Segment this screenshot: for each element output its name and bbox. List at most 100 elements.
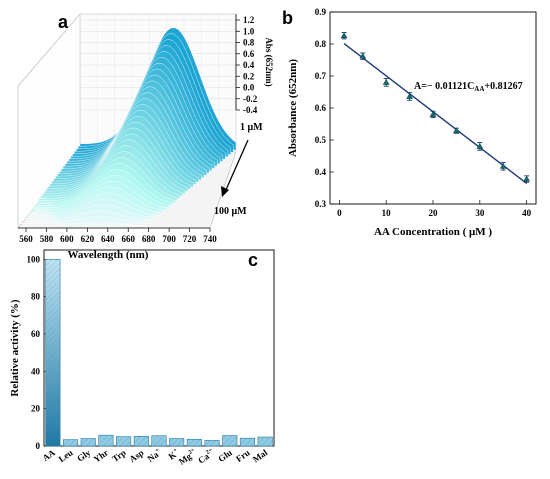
spectra-curves (18, 27, 237, 227)
activity-tick-label: 80 (31, 292, 41, 302)
concentration-axis-title: AA Concentration ( μM ) (374, 226, 492, 238)
data-point (359, 52, 367, 60)
activity-tick-label: 40 (31, 366, 41, 376)
abs-ticks: -0.4-0.20.0 0.20.40.60.8 1.01.2 (236, 15, 258, 115)
panel-a-letter: a (58, 12, 69, 32)
bar-hatch (45, 259, 61, 446)
bar-hatch (63, 439, 78, 446)
abs-tick-label: 0.4 (243, 60, 255, 70)
activity-tick-label: 0 (36, 441, 41, 451)
abs-tick-label: 0.6 (243, 49, 255, 59)
absorbance-tick-label: 0.3 (315, 199, 327, 209)
data-point (340, 32, 348, 40)
category-label: Asp (127, 447, 145, 464)
absorbance-axis-title: Absorbance (652nm) (287, 59, 299, 157)
abs-tick-label: -0.4 (243, 105, 258, 115)
data-point (523, 175, 530, 183)
abs-tick-label: 1.2 (243, 15, 255, 25)
wavelength-ticks: 560 580 600 620 640 660 680 700 720 740 (19, 228, 217, 244)
panel-b-letter: b (282, 8, 293, 28)
category-label: Fru (234, 447, 252, 464)
point-marker (476, 142, 484, 149)
data-point (406, 92, 413, 101)
bar-hatch (134, 436, 149, 446)
category-label: Gly (75, 447, 93, 464)
wavelength-tick-label: 700 (162, 234, 176, 244)
absorbance-tick-label: 0.4 (315, 167, 327, 177)
concentration-tick-label: 20 (429, 208, 439, 218)
wavelength-tick-label: 740 (203, 234, 217, 244)
plot-frame-b (329, 11, 537, 205)
wavelength-tick-label: 640 (101, 234, 115, 244)
wavelength-tick-label: 660 (121, 234, 135, 244)
activity-tick-label: 100 (27, 254, 41, 264)
bar-hatch (204, 440, 220, 446)
abs-tick-label: 1.0 (243, 26, 255, 36)
activity-tick-label: 60 (31, 329, 41, 339)
point-marker (382, 78, 390, 85)
concentration-tick-label: 0 (337, 208, 342, 218)
abs-tick-label: -0.2 (243, 94, 258, 104)
abs-tick-label: 0.8 (243, 38, 255, 48)
bar-hatch (257, 437, 273, 446)
data-point (453, 127, 460, 134)
absorbance-tick-label: 0.7 (315, 71, 327, 81)
wavelength-tick-label: 560 (19, 234, 33, 244)
category-label: Glu (216, 447, 234, 464)
bar-hatch (169, 438, 184, 446)
bar-hatch (222, 435, 238, 446)
point-marker (406, 93, 413, 99)
spectrum-curve (21, 210, 154, 222)
depth-arrow-line (224, 139, 249, 193)
wavelength-axis-title: Wavelength (nm) (68, 249, 149, 261)
data-point (499, 161, 507, 171)
fit-equation: A=− 0.01121CAA+0.81267 (414, 81, 523, 93)
concentration-tick-label: 40 (522, 208, 532, 218)
bars (45, 259, 273, 447)
bar-hatch (187, 439, 202, 446)
point-marker (340, 32, 348, 39)
plot-frame-c (43, 249, 275, 447)
activity-axis-title: Relative activity (%) (9, 299, 21, 396)
point-marker (523, 175, 530, 182)
category-label: Na+ (146, 447, 164, 464)
panel-c-letter: c (248, 250, 258, 270)
bar-hatch (116, 436, 131, 446)
activity-ticks: 0 20 40 60 80 100 (27, 254, 48, 451)
absorbance-ticks: 0.3 0.4 0.5 0.6 0.7 0.8 0.9 (315, 7, 334, 209)
abs-axis-title: Abs (652nm) (264, 37, 274, 86)
category-label: Mal (251, 447, 270, 464)
wavelength-tick-label: 620 (81, 234, 95, 244)
data-point (382, 78, 390, 87)
wavelength-tick-label: 680 (142, 234, 156, 244)
bar-hatch (240, 438, 255, 446)
point-marker (453, 127, 460, 134)
absorbance-tick-label: 0.8 (315, 39, 327, 49)
category-label: Leu (57, 447, 75, 464)
panel-b: b 0.3 0.4 0.5 0.6 0.7 0.8 0.9 0 10 20 30 40 A=− 0.… (282, 7, 537, 238)
wavelength-tick-label: 600 (60, 234, 74, 244)
spectrum-curve (19, 216, 151, 224)
absorbance-tick-label: 0.6 (315, 103, 327, 113)
category-labels: AA Leu Gly Yhr Trp Asp Na+ K+Mg2+ Ca2+ Glu Fru Mal (41, 447, 270, 467)
category-label: Trp (110, 447, 127, 463)
wavelength-tick-label: 720 (183, 234, 197, 244)
category-label: K+ (167, 447, 182, 462)
data-point (429, 110, 437, 119)
category-label: Yhr (92, 447, 110, 464)
data-points (340, 32, 530, 183)
bar-hatch (80, 438, 96, 446)
category-label: Ca2+ (196, 447, 216, 466)
spectrum-curve (18, 222, 149, 227)
concentration-tick-label: 30 (475, 208, 485, 218)
fit-line (343, 42, 528, 184)
wavelength-tick-label: 580 (40, 234, 54, 244)
absorbance-tick-label: 0.9 (315, 7, 327, 17)
absorbance-tick-label: 0.5 (315, 135, 327, 145)
panel-c: c 0 20 40 60 80 100 AA Leu Gly Yhr Trp Asp Na+ K+Mg2… (9, 249, 275, 467)
panel-a: a 560 580 600 620 640 660 680 700 720 740 Wavelen… (17, 12, 274, 261)
concentration-ticks: 0 10 20 30 40 (337, 200, 532, 218)
concentration-tick-label: 10 (382, 208, 392, 218)
depth-arrow-head (221, 186, 229, 197)
